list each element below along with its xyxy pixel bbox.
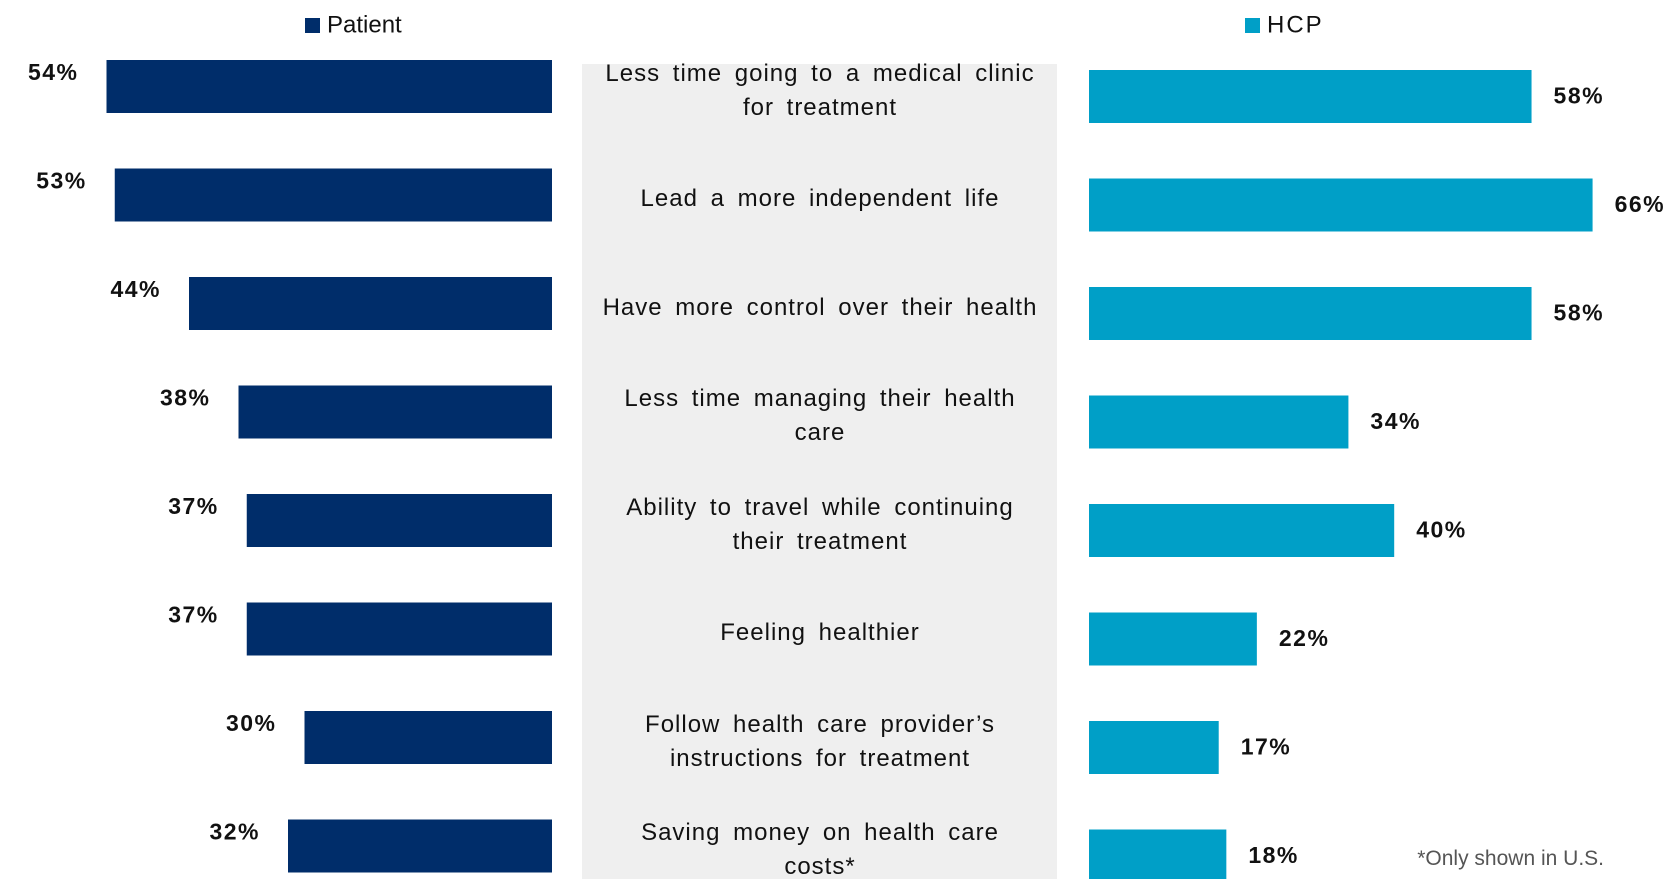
bar [1089,721,1219,774]
value-label: 37% [168,602,219,628]
category-label: Lead a more independent life [640,185,1000,212]
bar [1089,287,1532,340]
legend-label: Patient [327,11,402,38]
value-label: 44% [110,276,161,302]
value-label: 30% [226,710,277,736]
value-label: 17% [1241,734,1292,760]
value-label: 54% [28,59,79,85]
category-label: Less time going to a medical clinic for … [605,59,1035,121]
value-label: 40% [1416,517,1467,543]
bar [1089,395,1349,449]
value-label: 38% [160,385,211,411]
category-label: Saving money on health care costs* [641,819,999,880]
legend-label: HCP [1267,11,1324,38]
category-label: Follow health care provider’s instructio… [645,710,995,772]
category-label: Ability to travel while continuing their… [626,493,1014,555]
bar [1089,70,1532,123]
value-label: 37% [168,493,219,519]
center-panel [582,64,1057,879]
legend-swatch [305,18,320,33]
bar [304,711,552,764]
bar [114,168,552,222]
category-label: Feeling healthier [720,619,920,646]
value-label: 53% [36,168,87,194]
bar [238,385,552,439]
bar [288,819,552,873]
bar [246,494,552,547]
value-label: 32% [209,819,260,845]
bar [1089,178,1593,232]
value-label: 58% [1554,300,1605,326]
bar [246,602,552,656]
bar [189,277,552,330]
footnote: *Only shown in U.S. [1417,847,1604,870]
value-label: 66% [1615,191,1666,217]
value-label: 58% [1554,83,1605,109]
value-label: 22% [1279,625,1330,651]
bar [1089,612,1257,666]
bar [106,60,552,113]
category-label: Have more control over their health [602,293,1038,321]
value-label: 34% [1370,408,1421,434]
value-label: 18% [1248,842,1299,868]
legend-swatch [1245,18,1260,33]
bar [1089,829,1227,879]
category-label: Less time managing their health care [624,385,1016,446]
bar [1089,504,1395,557]
